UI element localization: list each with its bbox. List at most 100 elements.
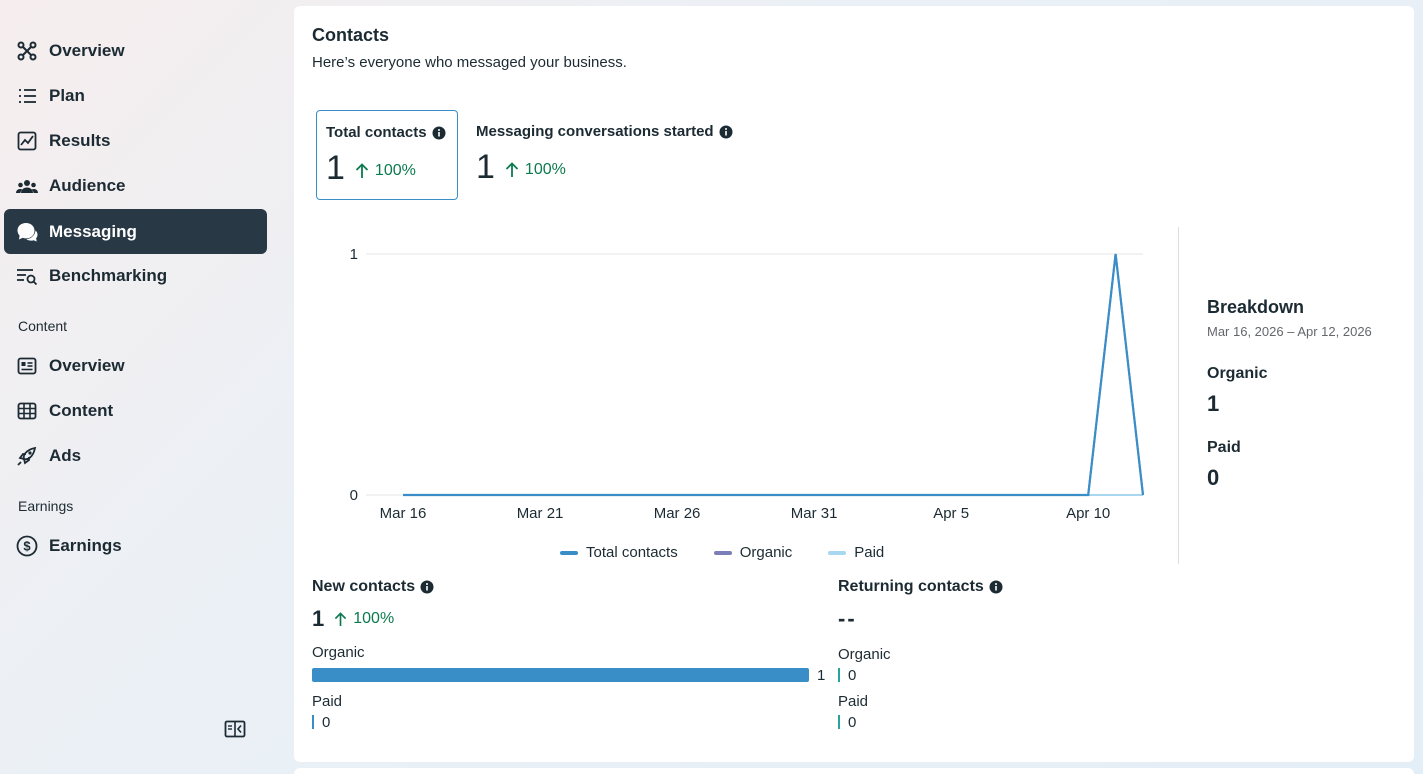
metric-label-wrap: Total contacts	[326, 124, 448, 141]
sidebar-item-earnings[interactable]: $ Earnings	[4, 523, 267, 568]
info-icon[interactable]	[432, 126, 446, 140]
legend-item-paid[interactable]: Paid	[828, 544, 884, 561]
sidebar-item-label: Overview	[49, 355, 125, 375]
audience-icon	[16, 175, 38, 197]
returning-contacts-paid-bar-row: 0	[838, 712, 1258, 732]
metric-total-contacts[interactable]: Total contacts 1 100%	[316, 110, 458, 200]
chart-legend: Total contacts Organic Paid	[560, 544, 920, 561]
sidebar-item-overview[interactable]: Overview	[4, 28, 267, 73]
paid-bar-value: 0	[322, 713, 331, 731]
dollar-icon: $	[16, 535, 38, 557]
metric-change-value: 100%	[374, 162, 416, 179]
arrow-up-icon	[505, 162, 519, 177]
metric-value: 1	[476, 148, 495, 186]
new-contacts-value: 1	[312, 606, 325, 631]
breakdown-panel: Breakdown Mar 16, 2026 – Apr 12, 2026 Or…	[1207, 297, 1372, 491]
divider	[1178, 227, 1179, 564]
rocket-icon	[16, 445, 38, 467]
metric-value: 1	[326, 149, 345, 187]
x-tick-label: Mar 31	[791, 505, 838, 522]
metric-change: 100%	[355, 162, 416, 180]
contacts-line-chart: 0 1 Mar 16 Mar 21 Mar 26 Mar 31 Apr 5 Apr 10	[350, 246, 1145, 522]
contacts-card: Contacts Here’s everyone who messaged yo…	[294, 6, 1414, 762]
sidebar-item-label: Messaging	[49, 221, 137, 241]
x-tick-label: Mar 26	[654, 505, 701, 522]
metric-conversations-started[interactable]: Messaging conversations started 1 100%	[467, 110, 757, 200]
metric-row: 1 100%	[476, 148, 748, 187]
card-title: Contacts	[312, 25, 390, 45]
returning-contacts-section: Returning contacts -- Organic 0 Paid 0	[838, 578, 1258, 732]
new-contacts-change-value: 100%	[353, 610, 395, 627]
card-subtitle: Here’s everyone who messaged your busine…	[312, 54, 627, 71]
sidebar-item-ads[interactable]: Ads	[4, 433, 267, 478]
breakdown-organic-value: 1	[1207, 391, 1220, 416]
legend-swatch	[713, 550, 732, 555]
returning-contacts-organic-bar-row: 0	[838, 665, 1258, 685]
sidebar-item-label: Ads	[49, 445, 82, 465]
paid-bar	[312, 715, 314, 729]
breakdown-title: Breakdown	[1207, 297, 1305, 317]
content-overview-icon	[16, 355, 38, 377]
organic-bar	[838, 668, 840, 682]
breakdown-date-range: Mar 16, 2026 – Apr 12, 2026	[1207, 324, 1372, 339]
arrow-up-icon	[355, 163, 369, 178]
series-line-organic	[403, 253, 1144, 496]
organic-bar	[312, 668, 809, 682]
chat-icon	[16, 221, 38, 243]
x-tick-label: Mar 16	[380, 505, 427, 522]
sidebar-item-audience[interactable]: Audience	[4, 163, 267, 208]
section-label-content: Content	[18, 318, 68, 334]
sidebar-item-benchmarking[interactable]: Benchmarking	[4, 253, 267, 298]
returning-contacts-value: --	[838, 606, 857, 631]
new-contacts-title-wrap: New contacts	[312, 578, 832, 596]
breakdown-paid-value: 0	[1207, 465, 1220, 490]
collapse-sidebar-icon[interactable]	[224, 719, 246, 739]
chart-icon	[16, 130, 38, 152]
section-label-earnings: Earnings	[18, 498, 74, 514]
series-line-total-contacts	[403, 253, 1145, 497]
legend-label: Total contacts	[586, 544, 678, 561]
info-icon[interactable]	[719, 125, 733, 139]
metric-label: Messaging conversations started	[476, 123, 714, 140]
returning-contacts-value-row: --	[838, 606, 1258, 632]
metric-change-value: 100%	[524, 161, 566, 178]
y-tick-label: 0	[350, 487, 358, 504]
sidebar-item-content-overview[interactable]: Overview	[4, 343, 267, 388]
info-icon[interactable]	[989, 580, 1003, 594]
overview-icon	[16, 40, 38, 62]
sidebar: Overview Plan Results Audience Messaging…	[0, 0, 280, 774]
metric-label-wrap: Messaging conversations started	[476, 123, 748, 140]
new-contacts-title: New contacts	[312, 578, 416, 595]
legend-item-organic[interactable]: Organic	[713, 544, 793, 561]
x-tick-label: Apr 5	[933, 505, 969, 522]
metric-change: 100%	[505, 161, 566, 179]
arrow-up-icon	[335, 611, 347, 626]
returning-contacts-title: Returning contacts	[838, 578, 984, 595]
legend-label: Organic	[739, 544, 793, 561]
new-contacts-change: 100%	[334, 610, 394, 628]
legend-label: Paid	[854, 544, 885, 561]
legend-swatch	[560, 550, 578, 555]
metric-row: 1 100%	[326, 149, 448, 188]
sidebar-item-content[interactable]: Content	[4, 388, 267, 433]
new-contacts-value-row: 1 100%	[312, 606, 832, 632]
sidebar-item-plan[interactable]: Plan	[4, 73, 267, 118]
new-contacts-paid-label: Paid	[312, 693, 343, 710]
breakdown-organic-label: Organic	[1207, 365, 1268, 382]
svg-text:$: $	[23, 538, 31, 553]
returning-contacts-organic-label: Organic	[838, 646, 891, 663]
sidebar-item-messaging[interactable]: Messaging	[4, 209, 267, 254]
paid-bar	[838, 715, 840, 729]
info-icon[interactable]	[420, 580, 434, 594]
legend-item-total[interactable]: Total contacts	[560, 544, 678, 561]
sidebar-item-label: Benchmarking	[49, 265, 168, 285]
x-tick-label: Apr 10	[1066, 505, 1110, 522]
new-contacts-organic-bar-row: 1	[312, 665, 832, 685]
table-icon	[16, 400, 38, 422]
new-contacts-organic-label: Organic	[312, 644, 365, 661]
new-contacts-paid-bar-row: 0	[312, 712, 832, 732]
sidebar-item-results[interactable]: Results	[4, 118, 267, 163]
sidebar-item-label: Overview	[49, 40, 125, 60]
paid-bar-value: 0	[848, 713, 857, 731]
sidebar-item-label: Results	[49, 130, 111, 150]
